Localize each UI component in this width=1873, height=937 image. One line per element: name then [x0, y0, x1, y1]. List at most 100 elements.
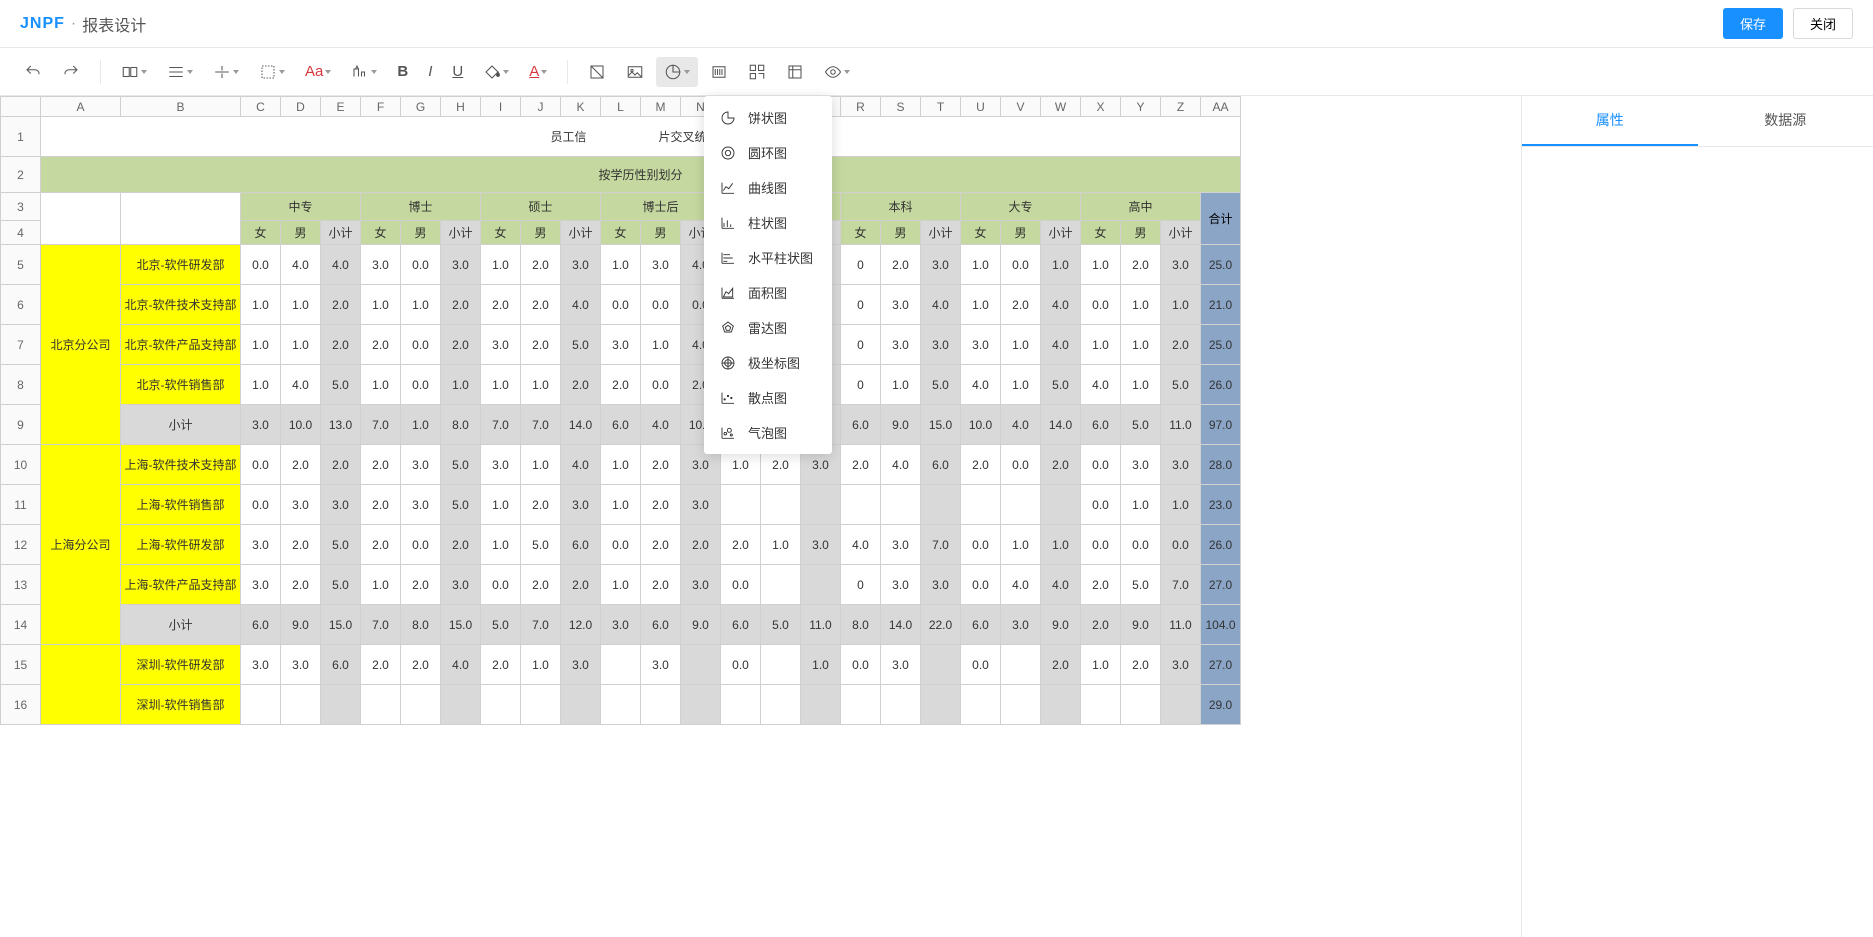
cell[interactable]: 2.0: [361, 485, 401, 525]
cell[interactable]: 7.0: [521, 605, 561, 645]
region-cell[interactable]: [41, 645, 121, 725]
cell[interactable]: 2.0: [521, 285, 561, 325]
col-header[interactable]: B: [121, 97, 241, 117]
cell[interactable]: 3.0: [401, 485, 441, 525]
cell[interactable]: 0.0: [481, 565, 521, 605]
align-button[interactable]: [159, 57, 201, 87]
cell[interactable]: 4.0: [321, 245, 361, 285]
cell[interactable]: 1.0: [1121, 285, 1161, 325]
cell[interactable]: 0: [841, 565, 881, 605]
cell[interactable]: 2.0: [601, 365, 641, 405]
cell[interactable]: [521, 685, 561, 725]
sex-header[interactable]: 女: [361, 221, 401, 245]
cell[interactable]: 1.0: [401, 285, 441, 325]
cell[interactable]: 0.0: [601, 525, 641, 565]
total-cell[interactable]: 29.0: [1201, 685, 1241, 725]
cell[interactable]: 15.0: [921, 405, 961, 445]
cell[interactable]: [601, 645, 641, 685]
cell[interactable]: [721, 685, 761, 725]
cell[interactable]: 2.0: [1081, 565, 1121, 605]
cell[interactable]: 3.0: [801, 525, 841, 565]
total-cell[interactable]: 104.0: [1201, 605, 1241, 645]
cat-header[interactable]: 博士后: [601, 193, 721, 221]
cell[interactable]: 0.0: [401, 245, 441, 285]
valign-button[interactable]: [205, 57, 247, 87]
total-cell[interactable]: 25.0: [1201, 245, 1241, 285]
cell[interactable]: 1.0: [441, 365, 481, 405]
cell[interactable]: [881, 685, 921, 725]
cell[interactable]: 8.0: [401, 605, 441, 645]
cell[interactable]: 1.0: [1121, 325, 1161, 365]
cell[interactable]: 3.0: [441, 565, 481, 605]
cell[interactable]: 5.0: [561, 325, 601, 365]
cell[interactable]: [921, 485, 961, 525]
dept-cell[interactable]: 上海-软件销售部: [121, 485, 241, 525]
cell[interactable]: 3.0: [1161, 245, 1201, 285]
chart-radar[interactable]: 雷达图: [704, 310, 832, 345]
cell[interactable]: 3.0: [441, 245, 481, 285]
cell[interactable]: 2.0: [441, 285, 481, 325]
subtotal-header[interactable]: 小计: [561, 221, 601, 245]
cell[interactable]: 3.0: [641, 645, 681, 685]
cat-header[interactable]: 硕士: [481, 193, 601, 221]
chart-line[interactable]: 曲线图: [704, 170, 832, 205]
cell[interactable]: 1.0: [801, 645, 841, 685]
cell[interactable]: 1.0: [1121, 365, 1161, 405]
tab-properties[interactable]: 属性: [1522, 96, 1698, 146]
cell[interactable]: 2.0: [641, 485, 681, 525]
cell[interactable]: 2.0: [961, 445, 1001, 485]
cell[interactable]: 2.0: [641, 565, 681, 605]
cell[interactable]: 2.0: [1161, 325, 1201, 365]
cell[interactable]: 0.0: [1161, 525, 1201, 565]
barcode-button[interactable]: [702, 57, 736, 87]
row-header[interactable]: 4: [1, 221, 41, 245]
cell[interactable]: 5.0: [761, 605, 801, 645]
cell[interactable]: 4.0: [1081, 365, 1121, 405]
cell[interactable]: 2.0: [1081, 605, 1121, 645]
cell[interactable]: [241, 685, 281, 725]
subtotal-header[interactable]: 小计: [441, 221, 481, 245]
textcolor-button[interactable]: A: [521, 57, 555, 86]
cell[interactable]: 4.0: [641, 405, 681, 445]
cell[interactable]: 2.0: [441, 325, 481, 365]
cell[interactable]: 2.0: [281, 525, 321, 565]
cell[interactable]: 1.0: [1041, 525, 1081, 565]
cell[interactable]: 0.0: [241, 445, 281, 485]
row-header[interactable]: 14: [1, 605, 41, 645]
chart-donut[interactable]: 圆环图: [704, 135, 832, 170]
dept-cell[interactable]: 北京-软件技术支持部: [121, 285, 241, 325]
cell[interactable]: 1.0: [601, 565, 641, 605]
cell[interactable]: 1.0: [1001, 525, 1041, 565]
cell[interactable]: 5.0: [321, 565, 361, 605]
cell[interactable]: 2.0: [641, 445, 681, 485]
total-cell[interactable]: 97.0: [1201, 405, 1241, 445]
cell[interactable]: [1041, 485, 1081, 525]
cell[interactable]: [921, 645, 961, 685]
cell[interactable]: 2.0: [281, 565, 321, 605]
cell[interactable]: 6.0: [1081, 405, 1121, 445]
cell[interactable]: 1.0: [601, 245, 641, 285]
cat-header[interactable]: 本科: [841, 193, 961, 221]
cell[interactable]: 1.0: [241, 325, 281, 365]
cell[interactable]: 4.0: [1001, 405, 1041, 445]
cell[interactable]: [1081, 685, 1121, 725]
cell[interactable]: 2.0: [361, 445, 401, 485]
save-button[interactable]: 保存: [1723, 8, 1783, 39]
chart-polar[interactable]: 极坐标图: [704, 345, 832, 380]
chart-bubble[interactable]: 气泡图: [704, 415, 832, 450]
total-cell[interactable]: 27.0: [1201, 645, 1241, 685]
visibility-button[interactable]: [816, 57, 858, 87]
cat-header[interactable]: 大专: [961, 193, 1081, 221]
row-header[interactable]: 6: [1, 285, 41, 325]
cell[interactable]: 5.0: [441, 485, 481, 525]
col-header[interactable]: Y: [1121, 97, 1161, 117]
cell[interactable]: 2.0: [641, 525, 681, 565]
cell[interactable]: 0.0: [241, 245, 281, 285]
cell[interactable]: 0.0: [961, 525, 1001, 565]
cell[interactable]: 5.0: [1041, 365, 1081, 405]
cell[interactable]: 1.0: [481, 365, 521, 405]
col-header[interactable]: V: [1001, 97, 1041, 117]
cell[interactable]: 6.0: [321, 645, 361, 685]
cell[interactable]: 11.0: [1161, 605, 1201, 645]
undo-button[interactable]: [16, 57, 50, 87]
